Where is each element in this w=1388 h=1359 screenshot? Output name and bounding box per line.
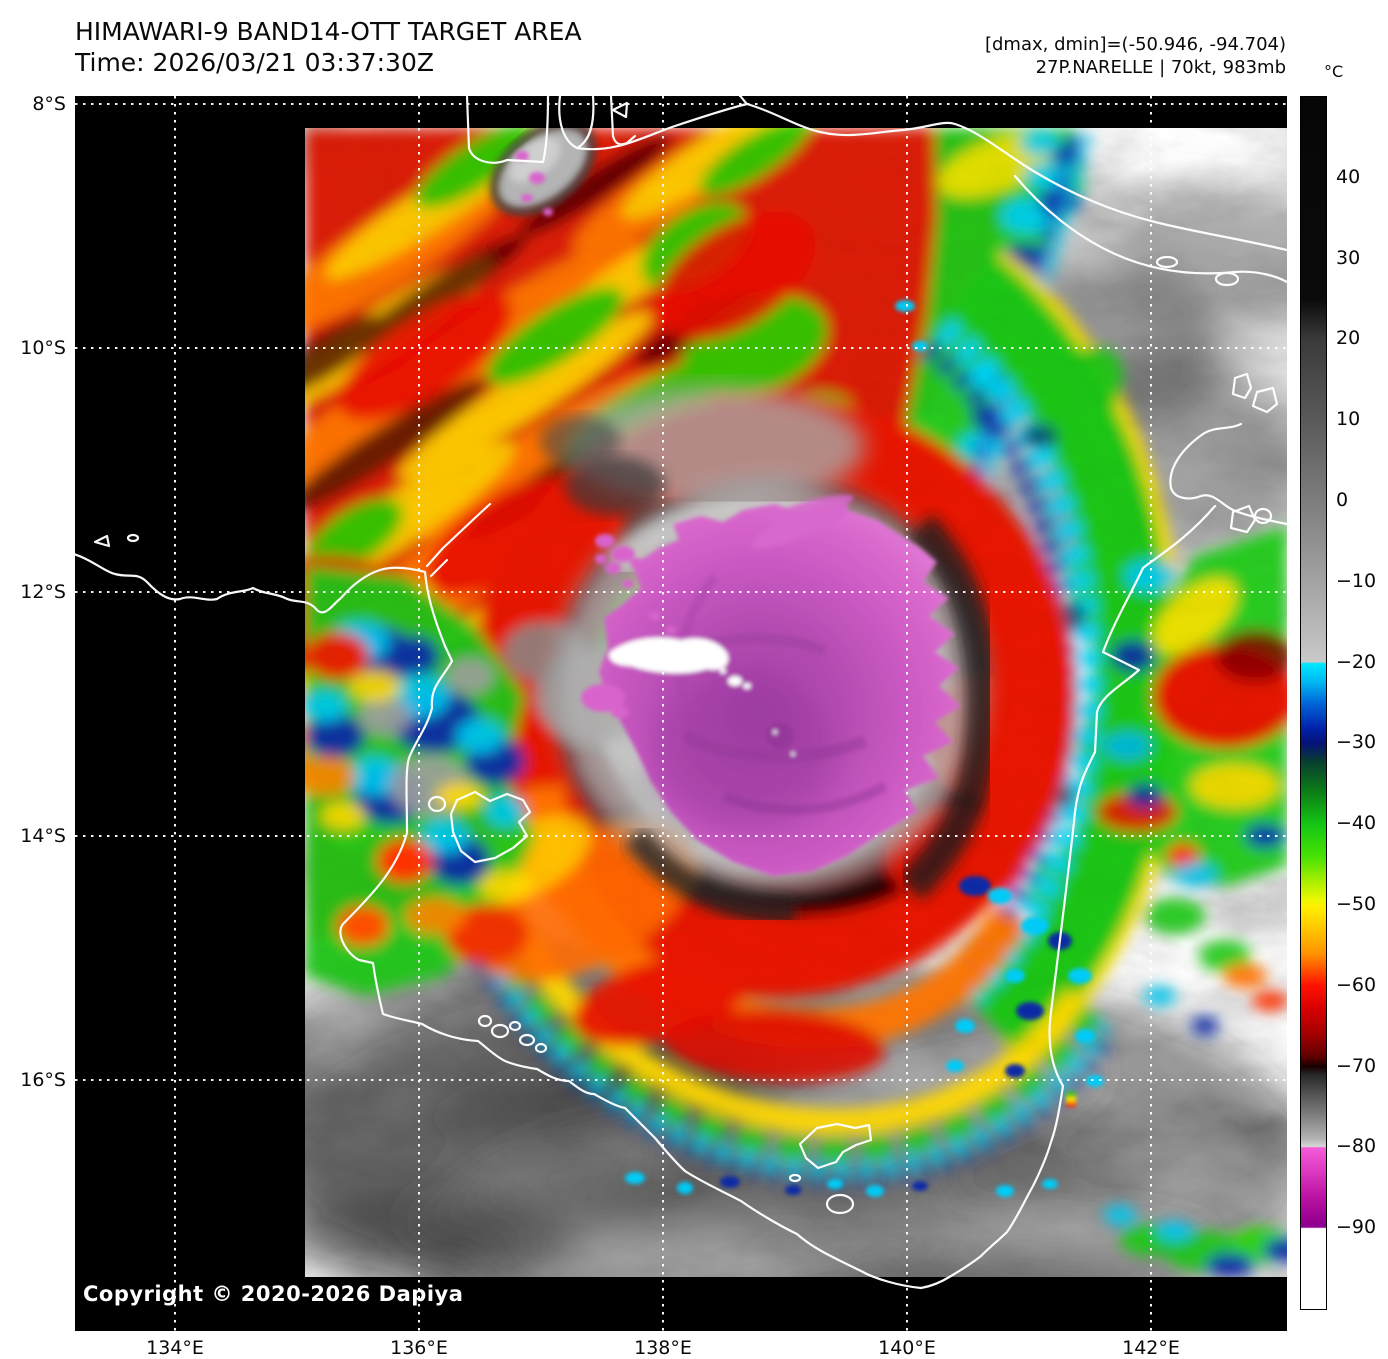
lon-tick-label: 136°E <box>390 1337 448 1359</box>
colorbar-tick-label: −20 <box>1336 650 1377 673</box>
colorbar-tick-label: −30 <box>1336 731 1377 754</box>
temperature-colorbar <box>1300 96 1327 1310</box>
lon-tick-label: 138°E <box>634 1337 692 1359</box>
annotation-block: [dmax, dmin]=(-50.946, -94.704) 27P.NARE… <box>985 33 1286 79</box>
colorbar-tick-label: −10 <box>1336 569 1377 592</box>
colorbar-tick-label: −80 <box>1336 1135 1377 1158</box>
lat-tick-label: 8°S <box>32 93 66 115</box>
colorbar-unit-label: °C <box>1324 62 1344 81</box>
lat-tick-label: 16°S <box>20 1069 66 1091</box>
lon-tick-label: 142°E <box>1122 1337 1180 1359</box>
lon-tick-label: 134°E <box>146 1337 204 1359</box>
timestamp: Time: 2026/03/21 03:37:30Z <box>75 48 434 77</box>
colorbar-tick-label: 40 <box>1336 165 1361 188</box>
storm-annotation: 27P.NARELLE | 70kt, 983mb <box>1035 57 1286 78</box>
ir-imagery-layer <box>305 128 1287 1277</box>
colorbar-tick-label: −90 <box>1336 1216 1377 1239</box>
latlon-gridlines <box>75 96 1287 1331</box>
cdo-cold-cloud <box>515 151 1000 926</box>
colorbar-tick-label: 0 <box>1336 489 1349 511</box>
colorbar-tick-label: 10 <box>1336 408 1361 431</box>
lat-tick-label: 12°S <box>20 581 66 603</box>
colorbar-tick-label: −40 <box>1336 812 1377 835</box>
colorbar-tick-label: 20 <box>1336 327 1361 350</box>
copyright-text: Copyright © 2020-2026 Dapiya <box>83 1282 464 1306</box>
colorbar-tick-label: −70 <box>1336 1054 1377 1077</box>
satellite-image <box>75 96 1287 1331</box>
title-block: HIMAWARI-9 BAND14-OTT TARGET AREA Time: … <box>75 16 582 78</box>
lat-tick-label: 10°S <box>20 337 66 359</box>
colorbar-tick-label: −50 <box>1336 893 1377 915</box>
page-title: HIMAWARI-9 BAND14-OTT TARGET AREA <box>75 17 582 46</box>
colorbar-tick-label: −60 <box>1336 973 1377 996</box>
satellite-map: Copyright © 2020-2026 Dapiya <box>75 96 1287 1331</box>
dmax-dmin-annotation: [dmax, dmin]=(-50.946, -94.704) <box>984 34 1286 55</box>
colorbar-tick-label: 30 <box>1336 246 1361 269</box>
lat-tick-label: 14°S <box>20 825 66 847</box>
lon-tick-label: 140°E <box>878 1337 936 1359</box>
